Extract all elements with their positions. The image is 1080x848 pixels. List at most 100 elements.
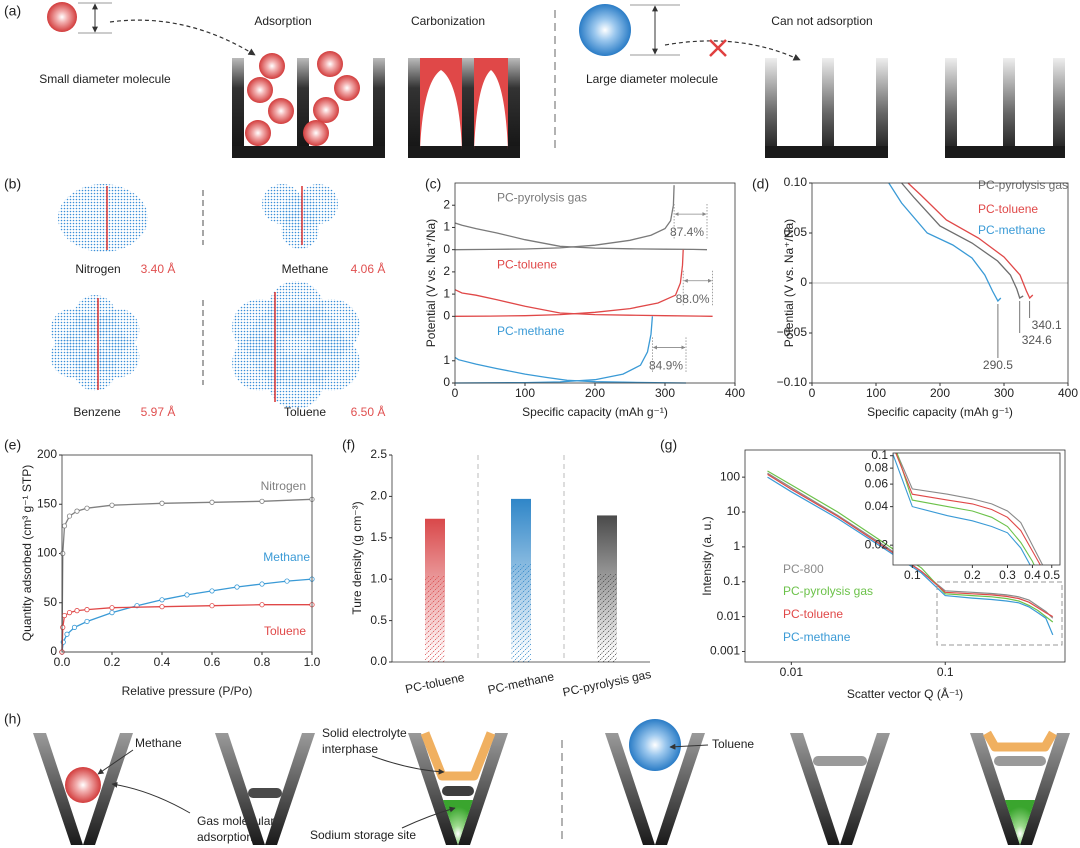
inset-background [893,453,1060,565]
sodium-site [1005,800,1035,845]
x-tick-label: 0.2 [104,655,121,669]
data-point [60,550,66,557]
pore-wall [33,733,83,845]
y-tick-label: 2.5 [370,447,387,461]
pore-wall [605,733,655,845]
data-line [454,185,675,251]
y-axis-label: Intensity (a. u.) [700,516,714,595]
data-point [184,592,190,598]
pore-wall [765,58,777,158]
data-line [767,476,1054,636]
y-tick-label: 2.0 [370,489,387,503]
data-point [60,624,66,630]
molecule-name: Benzene [73,405,121,419]
pointer-arrow [97,749,134,775]
data-point [259,498,265,504]
molecule [579,4,631,56]
data-line [61,578,313,653]
x-tick-label: PC-pyrolysis gas [561,667,652,699]
x-tick-label: 400 [1058,386,1078,400]
data-line [767,472,1054,619]
end-capacity-label: 324.6 [1022,333,1052,347]
molecule-size: 5.97 Å [141,404,176,419]
molecule-surface [58,184,148,252]
adsorbed-layer [442,786,474,796]
x-axis-label: Scatter vector Q (Å⁻¹) [847,686,963,701]
y-tick-label: 1 [733,539,740,553]
molecule [47,2,77,32]
data-line [893,453,1031,565]
molecule-size: 4.06 Å [351,261,386,276]
inset-plot [893,453,1044,565]
x-tick-label: 200 [585,386,605,400]
adsorbed-layer [813,756,867,766]
panel-label: (g) [660,437,677,453]
annotation: 84.9% [649,359,683,373]
y-tick-label: 0.1 [871,448,888,462]
pore-bottom [232,146,385,158]
plot-frame [811,182,1069,384]
y-tick-label: 150 [37,496,57,510]
molecule [247,77,273,103]
data-point [209,588,215,594]
x-tick-label: 400 [725,386,745,400]
panel-label: (b) [4,176,21,192]
x-axis-label: Specific capacity (mAh g⁻¹) [867,405,1013,419]
legend-label: PC-toluene [978,202,1038,216]
diagram-label: Can not adsorption [771,14,872,28]
y-tick-label: 1.5 [370,530,387,544]
subplot-label: PC-pyrolysis gas [497,191,587,205]
dashed-arrow [109,19,256,56]
molecule-surface [97,308,140,351]
y-tick-label: 0 [443,242,450,256]
molecule [313,97,339,123]
pore-bottom [408,146,520,158]
dashed-arrow [664,40,801,61]
molecule [65,767,101,803]
molecule-size: 6.50 Å [351,404,386,419]
data-point [159,597,165,603]
molecule [303,120,329,146]
data-point [64,631,70,637]
y-axis-label: Potential (V vs. Na⁺/Na) [424,219,438,347]
data-point [66,609,73,616]
pointer-arrow [669,743,709,750]
carbon-layer [474,58,508,150]
pore-wall [1020,733,1070,845]
sei-layer [983,730,1057,752]
y-tick-label: 0.05 [784,225,808,239]
legend-label: PC-methane [978,223,1046,237]
data-line [454,249,684,317]
pore-wall [265,733,315,845]
plot-frame [454,182,736,384]
panel-label: (a) [4,3,21,19]
pore-wall [508,58,520,158]
data-point [209,603,215,609]
y-tick-label: 0.08 [865,460,889,474]
diagram-label: interphase [322,742,378,756]
adsorbed-layer [994,756,1046,766]
data-point [84,607,90,613]
diagram-label: Adsorption [254,14,311,28]
pore-wall [83,733,133,845]
x-tick-label: 300 [994,386,1014,400]
data-point [84,505,90,511]
data-point [109,605,115,611]
pointer-arrow [371,755,445,775]
panel-label: (f) [342,437,355,453]
y-tick-label: 50 [44,595,58,609]
legend-label: PC-pyrolysis gas [978,178,1068,192]
x-axis-label: Specific capacity (mAh g⁻¹) [522,405,668,419]
pore-wall [840,733,890,845]
x-tick-label: 0.2 [964,568,981,582]
plot-frame [744,449,1066,663]
molecule [245,120,271,146]
y-tick-label: 0.06 [865,476,889,490]
pore-wall [297,58,309,158]
x-tick-label: 200 [930,386,950,400]
y-tick-label: 0.02 [865,537,889,551]
data-point [159,604,165,610]
y-tick-label: 1 [443,286,450,300]
data-point [71,624,78,630]
y-tick-label: 0.01 [717,609,741,623]
